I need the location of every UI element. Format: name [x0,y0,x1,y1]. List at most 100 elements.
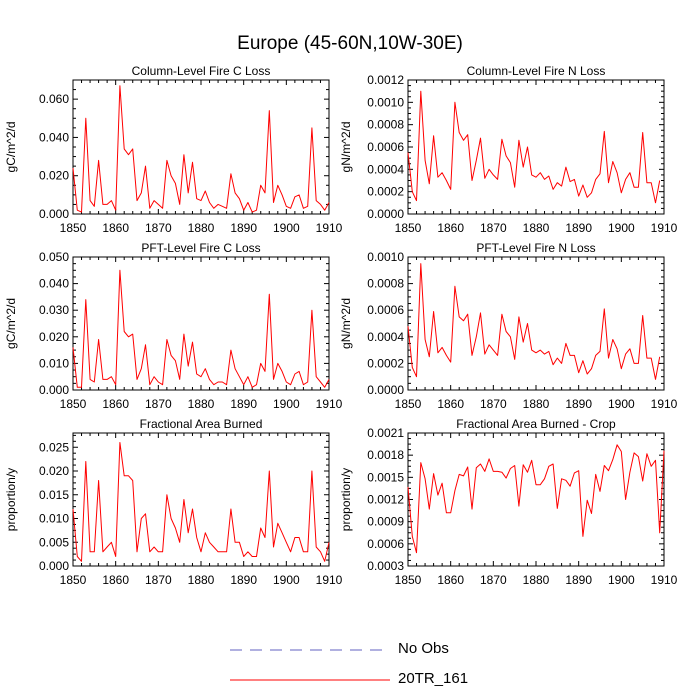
panel-2: Column-Level Fire N Loss 0.0000 0.0002 0.00… [339,64,678,235]
x-tick-label: 1870 [480,573,507,587]
x-tick-label: 1900 [608,221,635,235]
legend-model-label: 20TR_161 [398,670,469,687]
y-tick-label: 0.0002 [367,356,404,370]
y-tick-label: 0.050 [39,250,69,264]
y-tick-label: 0.010 [39,356,69,370]
x-tick-label: 1900 [273,221,300,235]
x-tick-label: 1890 [565,221,592,235]
x-tick-label: 1870 [145,573,172,587]
panel-3: PFT-Level Fire C Loss 0.000 0.010 0.020 0.03… [4,241,343,411]
x-tick-label: 1910 [316,397,343,411]
plot-frame [72,432,330,567]
y-tick-label: 0.030 [39,303,69,317]
y-tick-label: 0.010 [39,512,69,526]
x-tick-label: 1860 [102,221,129,235]
x-tick-label: 1890 [565,397,592,411]
y-axis-label: proportion/y [4,468,18,531]
plot-frame [407,79,665,215]
x-tick-label: 1880 [188,397,215,411]
x-tick-label: 1850 [395,221,422,235]
x-tick-label: 1910 [316,221,343,235]
y-tick-label: 0.020 [39,330,69,344]
y-tick-label: 0.0000 [367,383,404,397]
x-tick-label: 1880 [523,221,550,235]
x-tick-label: 1870 [145,221,172,235]
x-tick-label: 1900 [608,573,635,587]
panel-6: Fractional Area Burned - Crop 0.0003 0.000… [339,417,678,587]
y-tick-label: 0.0010 [367,95,404,109]
x-tick-label: 1910 [651,573,678,587]
plot-frame [72,256,330,391]
series-line-20TR_161 [407,90,661,204]
plot-frame [72,79,330,215]
y-axis-label: gC/m^2/d [4,122,18,173]
x-tick-label: 1910 [651,221,678,235]
y-tick-label: 0.040 [39,130,69,144]
x-tick-label: 1890 [230,397,257,411]
y-tick-label: 0.0000 [367,207,404,221]
x-tick-label: 1860 [437,573,464,587]
panel-title: PFT-Level Fire N Loss [476,241,595,255]
x-tick-label: 1850 [60,221,87,235]
y-axis-label: gN/m^2/d [339,122,353,173]
x-tick-label: 1870 [480,221,507,235]
y-tick-label: 0.0003 [367,559,404,573]
y-axis-label: gC/m^2/d [4,298,18,349]
panel-4: PFT-Level Fire N Loss 0.0000 0.0002 0.0004 0… [339,241,678,411]
panel-title: Fractional Area Burned [140,417,263,431]
panel-title: PFT-Level Fire C Loss [141,241,260,255]
x-tick-label: 1860 [102,573,129,587]
x-tick-label: 1850 [395,397,422,411]
x-tick-label: 1850 [395,573,422,587]
y-tick-label: 0.0008 [367,118,404,132]
y-tick-label: 0.005 [39,535,69,549]
x-tick-label: 1910 [316,573,343,587]
y-tick-label: 0.0006 [367,303,404,317]
x-tick-label: 1890 [565,573,592,587]
y-tick-label: 0.025 [39,440,69,454]
y-tick-label: 0.0018 [367,448,404,462]
y-tick-label: 0.0021 [367,426,404,440]
y-tick-label: 0.0015 [367,470,404,484]
y-tick-label: 0.020 [39,169,69,183]
figure-title: Europe (45-60N,10W-30E) [237,33,463,54]
y-tick-label: 0.020 [39,464,69,478]
x-tick-label: 1850 [60,573,87,587]
y-tick-label: 0.0002 [367,185,404,199]
y-axis-label: gN/m^2/d [339,298,353,349]
panel-5: Fractional Area Burned 0.000 0.005 0.010 0.0… [4,417,343,587]
x-tick-label: 1880 [523,397,550,411]
x-tick-label: 1900 [273,573,300,587]
series-line-20TR_161 [72,85,330,213]
x-tick-label: 1860 [102,397,129,411]
x-tick-label: 1860 [437,397,464,411]
series-line-20TR_161 [407,444,665,554]
y-tick-label: 0.0004 [367,330,404,344]
x-tick-label: 1880 [188,573,215,587]
x-tick-label: 1890 [230,573,257,587]
x-tick-label: 1850 [60,397,87,411]
plot-frame [407,256,665,391]
y-tick-label: 0.000 [39,383,69,397]
series-line-20TR_161 [407,263,661,380]
x-tick-label: 1900 [608,397,635,411]
x-tick-label: 1900 [273,397,300,411]
y-tick-label: 0.0008 [367,277,404,291]
y-tick-label: 0.0012 [367,73,404,87]
x-tick-label: 1860 [437,221,464,235]
panel-title: Column-Level Fire N Loss [467,64,606,78]
x-tick-label: 1870 [480,397,507,411]
y-tick-label: 0.0006 [367,537,404,551]
series-line-20TR_161 [72,442,330,562]
x-tick-label: 1890 [230,221,257,235]
x-tick-label: 1880 [523,573,550,587]
y-tick-label: 0.0004 [367,162,404,176]
y-tick-label: 0.0009 [367,515,404,529]
y-tick-label: 0.000 [39,207,69,221]
y-tick-label: 0.0006 [367,140,404,154]
y-tick-label: 0.0010 [367,250,404,264]
y-tick-label: 0.060 [39,92,69,106]
x-tick-label: 1880 [188,221,215,235]
series-line-20TR_161 [72,269,330,388]
